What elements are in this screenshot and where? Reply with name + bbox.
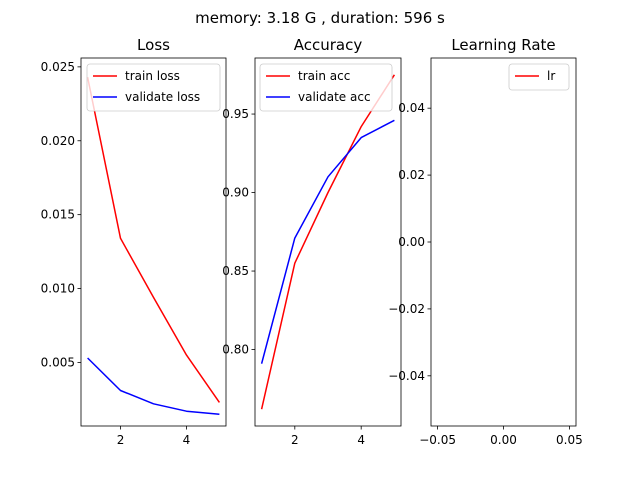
legend-frame bbox=[86, 63, 221, 112]
legend: lr bbox=[508, 63, 570, 91]
y-tick-label: 0.020 bbox=[41, 134, 75, 148]
subplot-title: Loss bbox=[137, 36, 170, 54]
y-tick-label: 0.90 bbox=[222, 186, 249, 200]
y-tick-label: 0.00 bbox=[398, 235, 425, 249]
subplot-title: Accuracy bbox=[294, 36, 363, 54]
y-tick-label: −0.02 bbox=[388, 302, 425, 316]
legend-frame bbox=[508, 63, 570, 91]
legend: train loss validate loss bbox=[86, 63, 221, 112]
y-tick-label: 0.010 bbox=[41, 282, 75, 296]
y-tick-label: 0.025 bbox=[41, 60, 75, 74]
y-tick-label: 0.95 bbox=[222, 107, 249, 121]
axes-frame bbox=[80, 57, 227, 427]
subplot-1: Accuracy 2 4 0.80 0.85 0.90 0.95 train acc valid… bbox=[222, 36, 402, 447]
legend-entry: train acc bbox=[298, 69, 350, 83]
legend-entry: train loss bbox=[125, 69, 180, 83]
y-tick-label: 0.005 bbox=[41, 355, 75, 369]
series-line-validate-loss bbox=[87, 357, 220, 415]
y-tick-label: 0.015 bbox=[41, 208, 75, 222]
x-tick-label: 0.00 bbox=[490, 433, 517, 447]
x-tick-label: −0.05 bbox=[419, 433, 456, 447]
x-tick-label: 4 bbox=[183, 433, 191, 447]
y-tick-label: −0.04 bbox=[388, 369, 425, 383]
legend-frame bbox=[259, 63, 393, 112]
y-tick-label: 0.02 bbox=[398, 168, 425, 182]
series-line-train-loss bbox=[86, 77, 221, 403]
figure-suptitle: memory: 3.18 G , duration: 596 s bbox=[195, 9, 445, 27]
legend: train acc validate acc bbox=[259, 63, 393, 112]
axes-frame bbox=[254, 57, 402, 427]
legend-entry: lr bbox=[547, 69, 555, 83]
legend-entry: validate loss bbox=[125, 90, 200, 104]
series-line-validate-acc bbox=[260, 119, 395, 364]
subplot-2: Learning Rate −0.05 0.00 0.05 −0.04 −0.02 0.00… bbox=[388, 36, 583, 447]
axes-frame bbox=[430, 57, 577, 427]
series-line-train-acc bbox=[260, 74, 396, 410]
subplot-0: Loss 2 4 0.005 0.010 0.015 0.020 0.025 train los… bbox=[41, 36, 227, 447]
subplot-title: Learning Rate bbox=[451, 36, 555, 54]
legend-entry: validate acc bbox=[298, 90, 371, 104]
x-tick-label: 4 bbox=[357, 433, 365, 447]
x-tick-label: 0.05 bbox=[556, 433, 583, 447]
x-tick-label: 2 bbox=[291, 433, 299, 447]
x-tick-label: 2 bbox=[117, 433, 125, 447]
y-tick-label: 0.80 bbox=[222, 343, 249, 357]
y-tick-label: 0.85 bbox=[222, 264, 249, 278]
y-tick-label: 0.04 bbox=[398, 101, 425, 115]
